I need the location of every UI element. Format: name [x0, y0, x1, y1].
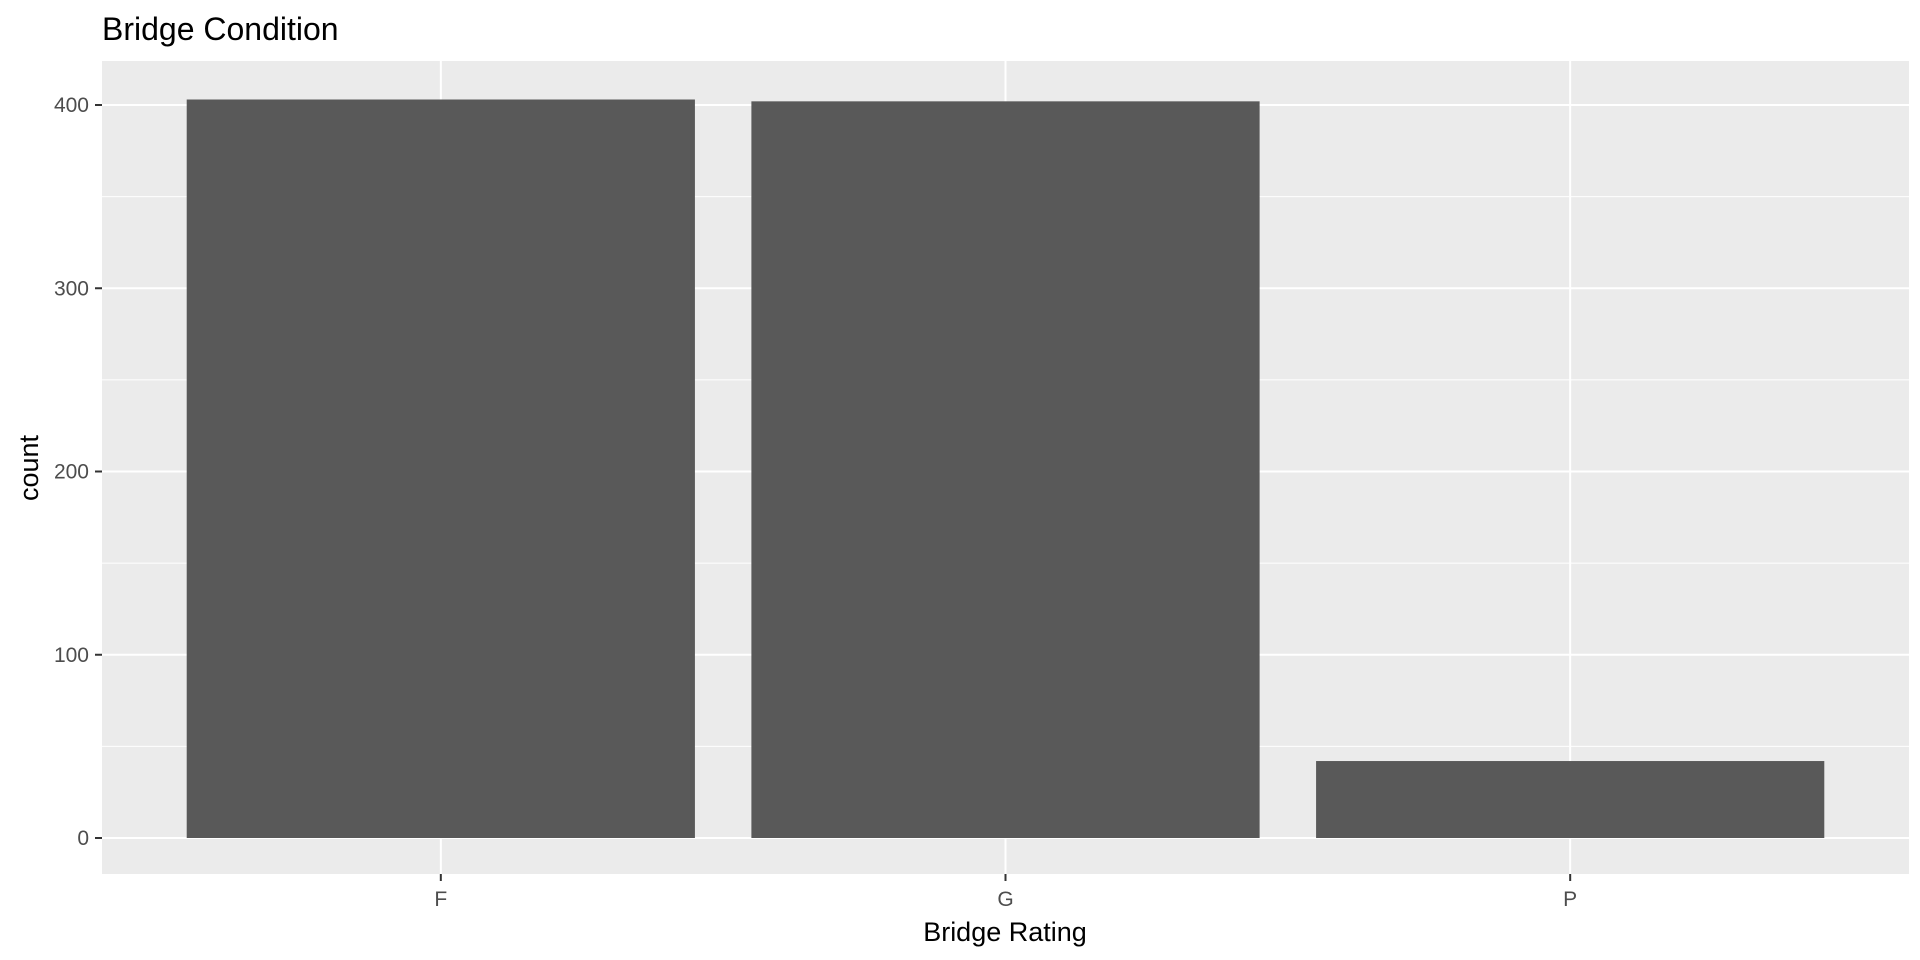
y-axis: 0 100 200 300 400 [54, 94, 102, 850]
x-tick-label: P [1563, 888, 1577, 911]
y-tick-label: 200 [54, 461, 89, 484]
bar-G [751, 101, 1260, 838]
y-axis-title: count [14, 434, 44, 501]
bar-F [186, 99, 695, 838]
chart-title: Bridge Condition [102, 11, 339, 47]
x-tick-label: F [434, 888, 447, 911]
bar-P [1316, 761, 1825, 838]
y-tick-label: 400 [54, 94, 89, 117]
y-tick-label: 100 [54, 644, 89, 667]
y-tick-label: 300 [54, 277, 89, 300]
bars [186, 99, 1825, 838]
y-tick-label: 0 [77, 827, 89, 850]
x-axis-title: Bridge Rating [923, 917, 1087, 947]
x-tick-label: G [997, 888, 1013, 911]
